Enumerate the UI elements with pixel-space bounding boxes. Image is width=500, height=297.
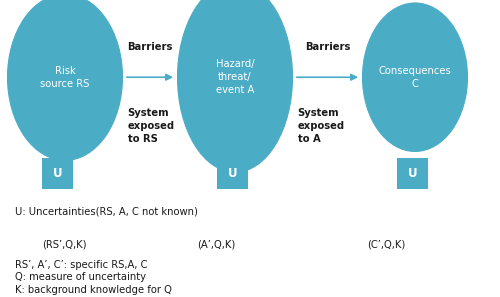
Ellipse shape bbox=[8, 0, 122, 160]
Text: RS’, A’, C’: specific RS,A, C: RS’, A’, C’: specific RS,A, C bbox=[15, 260, 148, 270]
Text: (C’,Q,K): (C’,Q,K) bbox=[368, 239, 406, 249]
Text: (A’,Q,K): (A’,Q,K) bbox=[198, 239, 236, 249]
Text: Barriers: Barriers bbox=[305, 42, 350, 52]
Text: U: U bbox=[52, 167, 62, 180]
Ellipse shape bbox=[178, 0, 292, 172]
Text: Consequences
C: Consequences C bbox=[378, 66, 452, 89]
Text: Q: measure of uncertainty: Q: measure of uncertainty bbox=[15, 272, 146, 282]
Text: U: Uncertainties(RS, A, C not known): U: Uncertainties(RS, A, C not known) bbox=[15, 206, 198, 217]
Text: Hazard/
threat/
event A: Hazard/ threat/ event A bbox=[216, 59, 254, 95]
Text: K: background knowledge for Q: K: background knowledge for Q bbox=[15, 285, 172, 295]
FancyBboxPatch shape bbox=[217, 158, 248, 189]
Text: System
exposed
to RS: System exposed to RS bbox=[128, 108, 174, 144]
Text: U: U bbox=[408, 167, 418, 180]
FancyBboxPatch shape bbox=[397, 158, 428, 189]
FancyBboxPatch shape bbox=[42, 158, 73, 189]
Text: U: U bbox=[228, 167, 237, 180]
Text: (RS’,Q,K): (RS’,Q,K) bbox=[42, 239, 87, 249]
Ellipse shape bbox=[362, 3, 468, 151]
Text: Barriers: Barriers bbox=[128, 42, 172, 52]
Text: System
exposed
to A: System exposed to A bbox=[298, 108, 344, 144]
Text: Risk
source RS: Risk source RS bbox=[40, 66, 90, 89]
